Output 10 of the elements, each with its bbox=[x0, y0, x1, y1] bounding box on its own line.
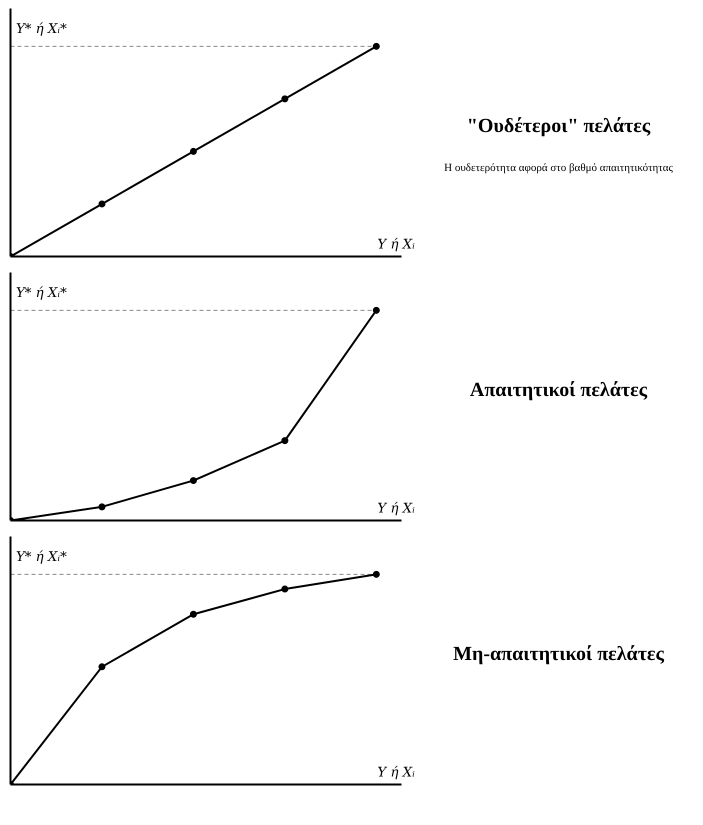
x-axis-title: Y ή Xᵢ bbox=[377, 237, 416, 252]
y-axis-title: Y* ή Xᵢ* bbox=[16, 286, 68, 302]
text: "Ουδέτεροι" πελάτες bbox=[466, 115, 651, 138]
y-axis-title: Y* ή Xᵢ* bbox=[16, 22, 68, 38]
text: Μη-απαιτητικοί πελάτες bbox=[453, 643, 664, 666]
x-axis-title: Y ή Xᵢ bbox=[377, 765, 416, 780]
y-axis-title: Y* ή Xᵢ* bbox=[16, 550, 68, 566]
text: Απαιτητικοί πελάτες bbox=[470, 379, 648, 402]
text: Η ουδετερότητα αφορά στο βαθμό απαιτητικότητας bbox=[444, 162, 674, 174]
x-axis-title: Y ή Xᵢ bbox=[377, 501, 416, 516]
